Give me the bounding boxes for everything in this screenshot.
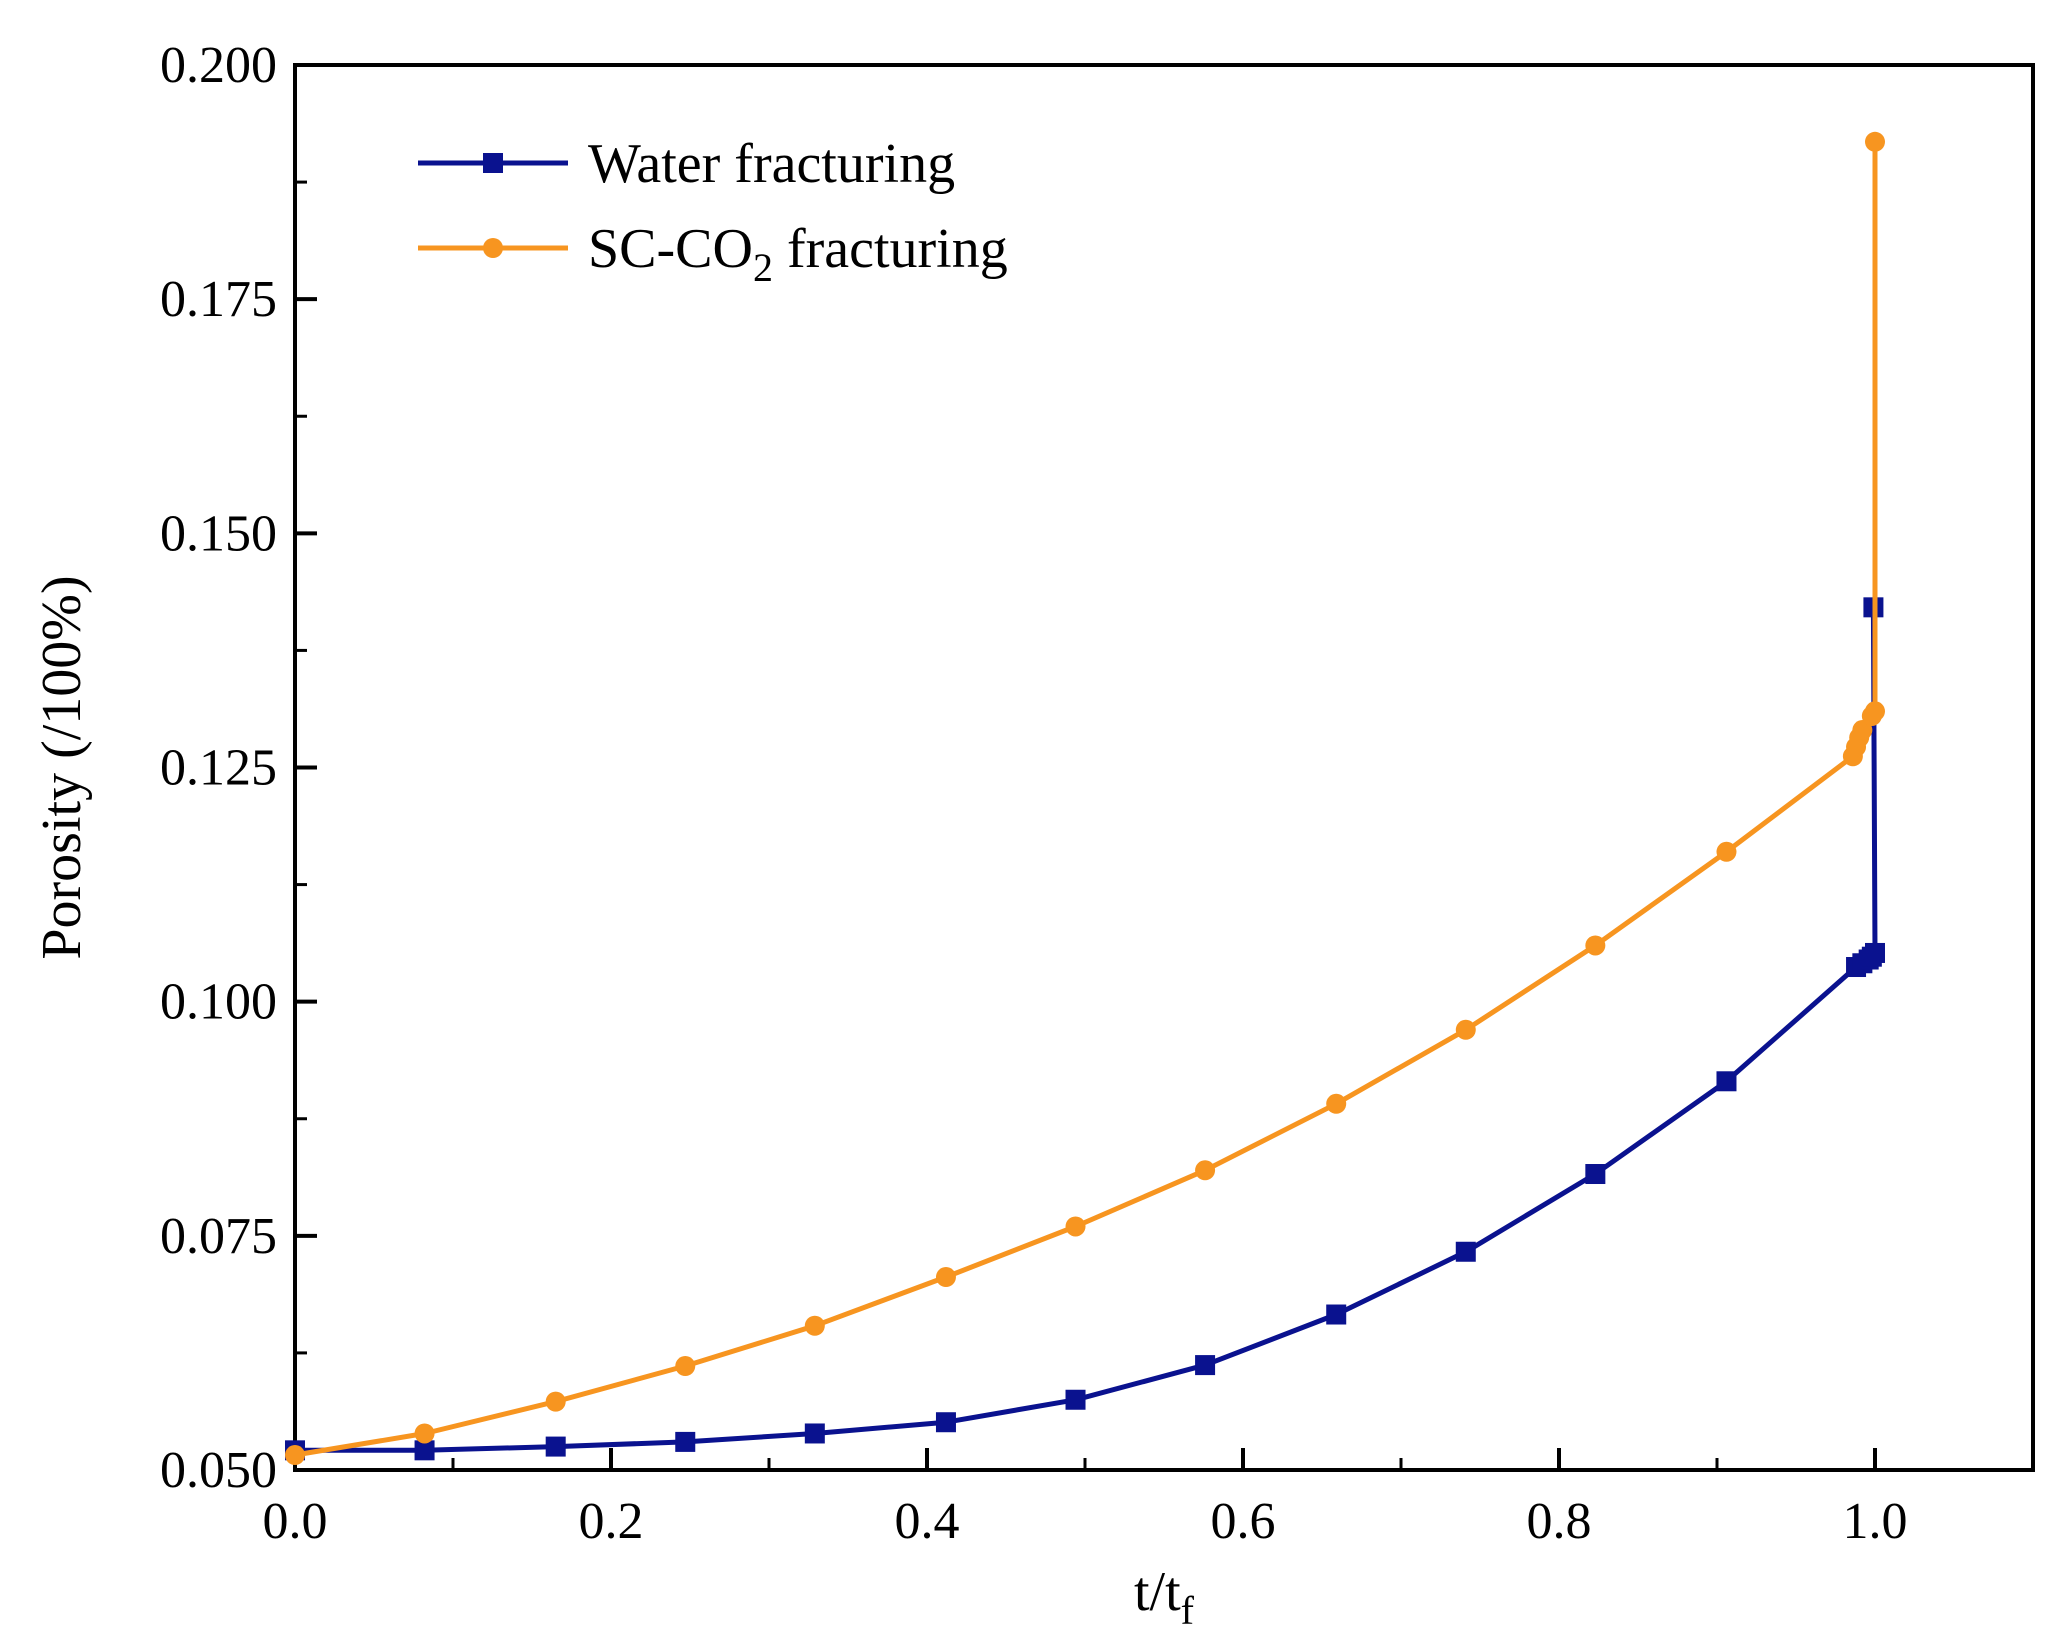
x-tick-label: 0.8 xyxy=(1527,1493,1592,1550)
data-point xyxy=(1455,1241,1476,1262)
y-tick-label: 0.100 xyxy=(160,974,277,1031)
x-tick-label: 0.6 xyxy=(1211,1493,1276,1550)
data-point xyxy=(545,1436,566,1457)
data-point xyxy=(545,1391,566,1412)
series-water-fracturing xyxy=(285,597,1885,1461)
data-point xyxy=(935,1412,956,1433)
legend-item: Water fracturing xyxy=(418,133,955,195)
x-axis-title: t/tf xyxy=(1134,1561,1195,1633)
y-tick-label: 0.175 xyxy=(160,271,277,328)
legend-label-subscript: 2 xyxy=(753,245,773,290)
data-point xyxy=(414,1440,435,1461)
series-line xyxy=(295,607,1878,1453)
data-point xyxy=(1865,942,1885,963)
plot-border xyxy=(293,63,2035,1472)
data-point xyxy=(1195,1355,1216,1376)
data-point xyxy=(1195,1160,1216,1181)
data-point xyxy=(1065,1389,1086,1410)
series-line xyxy=(294,141,1878,1458)
plot-frame xyxy=(293,63,2035,1472)
x-tick-label: 0.4 xyxy=(895,1493,960,1550)
x-tick-label: 0.0 xyxy=(263,1493,328,1550)
y-axis: 0.050 0.075 0.100 0.125 0.150 0.175 0.200 xyxy=(160,37,317,1499)
data-point xyxy=(675,1356,696,1377)
data-point xyxy=(675,1431,696,1452)
x-tick-label: 1.0 xyxy=(1843,1493,1908,1550)
data-point xyxy=(1326,1304,1347,1325)
x-tick-label: 0.2 xyxy=(579,1493,644,1550)
series-sc-co2-fracturing xyxy=(285,131,1885,1466)
legend-marker xyxy=(483,238,503,258)
legend-label: Water fracturing xyxy=(588,133,955,195)
data-point xyxy=(1865,131,1885,152)
legend-label-main: Water fracturing xyxy=(588,133,955,195)
data-point xyxy=(1865,701,1885,722)
data-point xyxy=(285,1445,305,1466)
y-tick-label: 0.050 xyxy=(160,1442,277,1499)
y-axis-title: Porosity (/100%) xyxy=(31,575,93,959)
y-tick-label: 0.125 xyxy=(160,740,277,797)
data-point xyxy=(414,1423,435,1444)
data-point xyxy=(804,1423,825,1444)
data-point xyxy=(1716,841,1737,862)
data-point xyxy=(804,1315,825,1336)
y-tick-label: 0.075 xyxy=(160,1208,277,1265)
y-tick-label: 0.150 xyxy=(160,505,277,562)
x-axis: 0.0 0.2 0.4 0.6 0.8 1.0 xyxy=(263,1448,1908,1550)
data-point xyxy=(1455,1019,1476,1040)
data-point xyxy=(1852,720,1873,741)
data-point xyxy=(1585,1164,1606,1185)
data-point xyxy=(1716,1071,1737,1092)
legend-label-main: SC-CO xyxy=(588,218,753,280)
x-axis-title-main: t/t xyxy=(1134,1561,1181,1623)
legend-marker xyxy=(483,153,503,173)
legend: Water fracturing SC-CO2 fracturing xyxy=(418,133,1008,290)
legend-label: SC-CO2 fracturing xyxy=(588,218,1008,290)
series-layer xyxy=(285,131,1885,1466)
data-point xyxy=(1065,1216,1086,1237)
data-point xyxy=(1585,935,1606,956)
y-tick-label: 0.200 xyxy=(160,37,277,94)
legend-label-suffix: fracturing xyxy=(773,218,1008,280)
data-point xyxy=(1326,1093,1347,1114)
x-axis-title-subscript: f xyxy=(1181,1588,1195,1633)
legend-item: SC-CO2 fracturing xyxy=(418,218,1008,290)
data-point xyxy=(935,1267,956,1288)
